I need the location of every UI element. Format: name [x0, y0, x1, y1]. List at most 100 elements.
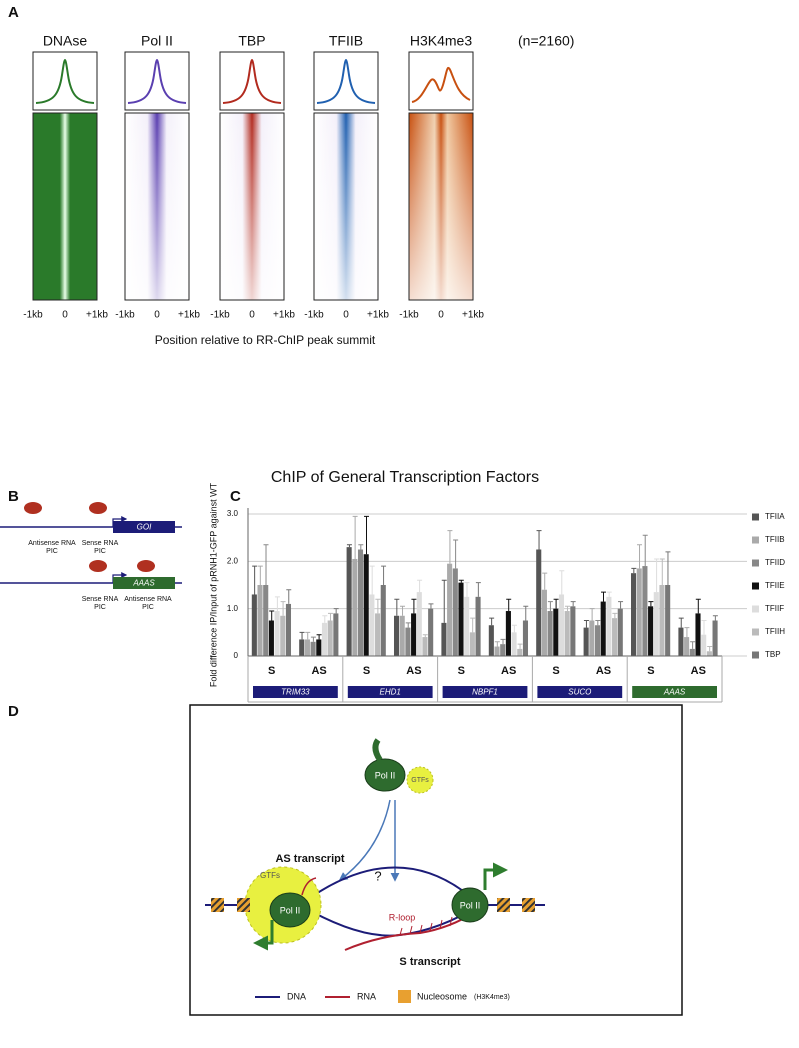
error-bar	[637, 544, 643, 569]
bar	[494, 646, 500, 656]
error-bar	[381, 565, 387, 585]
legend-swatch	[752, 651, 759, 659]
error-bar	[601, 591, 606, 602]
profile-box	[313, 51, 379, 111]
profile	[222, 59, 282, 104]
pic-icon	[24, 502, 42, 514]
pic-icon	[89, 502, 107, 514]
track-name: H3K4me3	[410, 33, 472, 49]
bar	[589, 620, 595, 656]
error-bar	[305, 631, 311, 640]
heatmap	[32, 112, 98, 301]
bar	[310, 641, 316, 656]
bar	[369, 594, 375, 656]
legend-label: RNA	[357, 991, 376, 1001]
panel-label: B	[8, 488, 19, 505]
legend-label: TFIID	[765, 558, 785, 567]
bar	[695, 613, 701, 656]
error-bar	[310, 636, 316, 642]
bar	[399, 615, 405, 656]
pic-label: PIC	[46, 548, 58, 555]
pic-label: PIC	[94, 604, 106, 611]
pic-label: PIC	[94, 548, 106, 555]
pol-label: Pol II	[280, 905, 301, 915]
bar	[405, 627, 411, 656]
error-bar	[701, 620, 707, 635]
error-bar	[322, 615, 328, 623]
heatmap-fade	[220, 113, 284, 300]
x-tick-label: +1kb	[178, 310, 200, 321]
bar	[706, 651, 712, 656]
x-tick-label: AS	[596, 665, 611, 677]
bar	[447, 563, 453, 656]
x-tick-label: +1kb	[367, 310, 389, 321]
error-bar	[570, 601, 576, 607]
legend-swatch	[752, 536, 759, 544]
x-tick-label: -1kb	[399, 310, 419, 321]
bar	[612, 618, 618, 656]
bar	[458, 582, 464, 656]
x-tick-label: 0	[343, 310, 349, 321]
pic-icon	[89, 560, 107, 572]
bar	[280, 615, 286, 656]
legend-label: Nucleosome	[417, 991, 467, 1001]
bar	[333, 613, 339, 656]
heatmap-fade	[314, 113, 378, 300]
bar	[665, 585, 671, 656]
bar	[689, 648, 695, 656]
bar	[570, 606, 576, 656]
error-bar	[678, 617, 684, 628]
nucleosome	[211, 898, 224, 912]
gtfs-label: GTFs	[260, 871, 280, 880]
count: (n=2160)	[518, 33, 574, 49]
nucleosome	[237, 898, 250, 912]
rna	[301, 877, 317, 896]
group-box	[347, 686, 433, 698]
error-bar	[564, 605, 570, 612]
bar	[564, 611, 570, 656]
bar	[636, 568, 642, 656]
heatmap-fade	[125, 113, 189, 300]
y-axis-label: Fold difference IP/Input of pRNH1-GFP ag…	[208, 482, 218, 687]
group-label: TRIM33	[281, 688, 310, 697]
pic-label: Sense RNA	[82, 596, 119, 603]
bar	[321, 622, 328, 656]
bar	[630, 573, 637, 656]
profile	[316, 59, 376, 104]
bar	[452, 568, 458, 656]
error-bar	[654, 558, 660, 593]
error-bar	[506, 598, 512, 612]
group-box	[632, 686, 717, 698]
error-bar	[612, 612, 618, 619]
heatmap-fade	[409, 113, 473, 300]
x-tick-label: 0	[438, 310, 444, 321]
bar	[422, 637, 428, 656]
legend-label: TFIIB	[765, 535, 785, 544]
legend-swatch	[752, 513, 759, 521]
bar	[363, 554, 369, 656]
error-bar	[280, 601, 286, 616]
group-label: EHD1	[380, 688, 401, 697]
x-tick-label: AS	[501, 665, 516, 677]
bar	[380, 585, 386, 656]
nucleosome	[522, 898, 535, 912]
legend-label: TFIIH	[765, 627, 785, 636]
error-bar	[475, 582, 481, 597]
error-bar	[489, 617, 495, 626]
track-name: TBP	[238, 33, 265, 49]
error-bar	[316, 634, 322, 640]
error-bar	[618, 601, 624, 609]
error-bar	[606, 591, 612, 597]
group-label: NBPF1	[472, 688, 498, 697]
x-tick-label: AS	[691, 665, 706, 677]
legend-nucleosome	[398, 990, 411, 1003]
model-diagram: Pol II GTFs ? AS transcript R-loop S tra…	[189, 704, 683, 1016]
error-bar	[405, 622, 411, 628]
error-bar	[547, 601, 553, 612]
bar	[251, 594, 257, 656]
x-tick-label: -1kb	[115, 310, 135, 321]
bar	[522, 620, 529, 656]
group-box	[253, 686, 338, 698]
x-tick-label: -1kb	[210, 310, 230, 321]
